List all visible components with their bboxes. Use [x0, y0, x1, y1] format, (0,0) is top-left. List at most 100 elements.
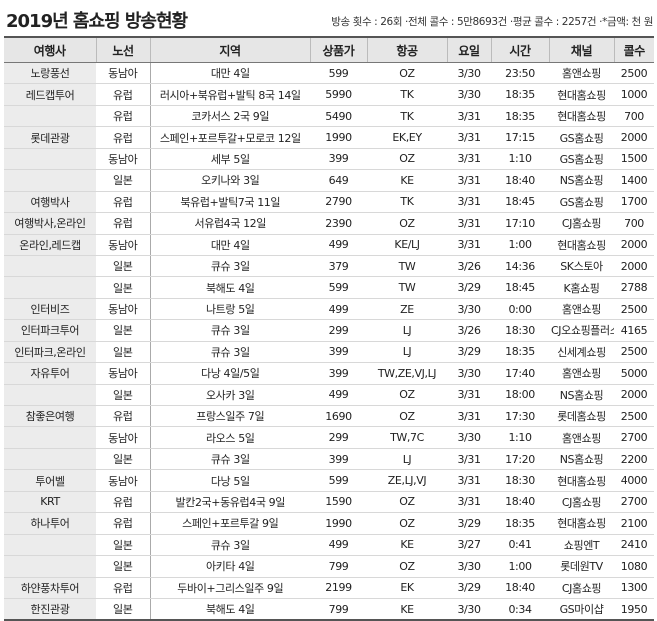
route-cell: 일본 [96, 597, 151, 621]
region-cell: 스페인+포르투갈+모로코 12일 [150, 126, 310, 149]
airline-cell: OZ [367, 555, 447, 578]
channel-cell: SK스토아 [549, 255, 614, 278]
col-header-route: 노선 [95, 36, 150, 63]
date-cell: 3/30 [447, 83, 491, 106]
calls-cell: 2100 [614, 512, 654, 535]
calls-cell: 700 [614, 212, 654, 235]
price-cell: 2199 [310, 576, 367, 599]
airline-cell: OZ [367, 384, 447, 407]
calls-cell: 5000 [614, 362, 654, 385]
table-row: KRT 유럽 발칸2국+동유럽4국 9일 1590 OZ 3/31 18:40 CJ홈쇼핑 27… [4, 490, 654, 514]
airline-cell: TK [367, 190, 447, 214]
price-cell: 799 [310, 555, 367, 578]
channel-cell: GS마이샵 [549, 597, 614, 621]
price-cell: 379 [310, 255, 367, 278]
table-row: 참좋은여행 유럽 프랑스일주 7일 1690 OZ 3/31 17:30 롯데홈쇼핑 2500 [4, 404, 654, 428]
time-cell: 18:40 [491, 490, 549, 514]
broadcast-table: 여행사 노선 지역 상품가 항공 요일 시간 채널 콜수 노랑풍선 동남아 대만 4… [4, 36, 654, 621]
time-cell: 1:00 [491, 233, 549, 256]
price-cell: 599 [310, 276, 367, 299]
table-row: 동남아 세부 5일 399 OZ 3/31 1:10 GS홈쇼핑 1500 [4, 148, 654, 171]
airline-cell: OZ [367, 148, 447, 171]
channel-cell: 롯데홈쇼핑 [549, 404, 614, 428]
calls-cell: 2410 [614, 534, 654, 557]
region-cell: 큐슈 3일 [150, 448, 310, 471]
channel-cell: GS홈쇼핑 [549, 148, 614, 171]
route-cell: 일본 [96, 319, 151, 342]
average-calls: 평균 콜수 : 2257건 [510, 16, 597, 28]
time-cell: 18:40 [491, 576, 549, 599]
airline-cell: KE [367, 169, 447, 192]
region-cell: 러시아+북유럽+발틱 8국 14일 [150, 83, 310, 106]
airline-cell: TW,7C [367, 426, 447, 449]
airline-cell: EK [367, 576, 447, 599]
table-row: 노랑풍선 동남아 대만 4일 599 OZ 3/30 23:50 홈앤쇼핑 2500 [4, 62, 654, 85]
date-cell: 3/31 [447, 404, 491, 428]
route-cell: 유럽 [96, 105, 151, 128]
agency-cell [4, 555, 96, 578]
agency-cell: 하나투어 [4, 512, 96, 535]
agency-cell: 한진관광 [4, 597, 96, 621]
time-cell: 17:30 [491, 404, 549, 428]
channel-cell: 신세계쇼핑 [549, 340, 614, 364]
table-row: 일본 오키나와 3일 649 KE 3/31 18:40 NS홈쇼핑 1400 [4, 169, 654, 192]
calls-cell: 1400 [614, 169, 654, 192]
date-cell: 3/30 [447, 555, 491, 578]
table-row: 일본 북해도 4일 599 TW 3/29 18:45 K홈쇼핑 2788 [4, 276, 654, 299]
route-cell: 유럽 [96, 212, 151, 235]
price-cell: 599 [310, 62, 367, 85]
calls-cell: 1000 [614, 83, 654, 106]
calls-cell: 4000 [614, 469, 654, 492]
region-cell: 큐슈 3일 [150, 340, 310, 364]
price-cell: 2790 [310, 190, 367, 214]
airline-cell: TW,ZE,VJ,LJ [367, 362, 447, 385]
route-cell: 동남아 [96, 362, 151, 385]
col-header-date: 요일 [446, 36, 491, 63]
date-cell: 3/31 [447, 190, 491, 214]
table-row: 일본 큐슈 3일 399 LJ 3/31 17:20 NS홈쇼핑 2200 [4, 448, 654, 471]
route-cell: 동남아 [96, 148, 151, 171]
table-row: 일본 오사카 3일 499 OZ 3/31 18:00 NS홈쇼핑 2000 [4, 384, 654, 407]
time-cell: 18:35 [491, 105, 549, 128]
price-cell: 499 [310, 297, 367, 321]
region-cell: 아키타 4일 [150, 555, 310, 578]
calls-cell: 2788 [614, 276, 654, 299]
table-row: 하얀풍차투어 유럽 두바이+그리스일주 9일 2199 EK 3/29 18:40 CJ홈쇼핑… [4, 576, 654, 599]
region-cell: 대만 4일 [150, 62, 310, 85]
channel-cell: GS홈쇼핑 [549, 190, 614, 214]
price-cell: 1690 [310, 404, 367, 428]
agency-cell [4, 255, 96, 278]
region-cell: 다낭 4일/5일 [150, 362, 310, 385]
airline-cell: TK [367, 105, 447, 128]
price-cell: 499 [310, 384, 367, 407]
table-row: 투어벨 동남아 다낭 5일 599 ZE,LJ,VJ 3/31 18:30 현대홈쇼핑 4000 [4, 469, 654, 492]
calls-cell: 2000 [614, 384, 654, 407]
route-cell: 유럽 [96, 126, 151, 149]
price-cell: 399 [310, 448, 367, 471]
agency-cell: 노랑풍선 [4, 62, 96, 85]
channel-cell: NS홈쇼핑 [549, 169, 614, 192]
price-cell: 1590 [310, 490, 367, 514]
agency-cell [4, 105, 96, 128]
price-cell: 299 [310, 426, 367, 449]
agency-cell: 여행박사 [4, 190, 96, 214]
agency-cell: 하얀풍차투어 [4, 576, 96, 599]
price-cell: 399 [310, 340, 367, 364]
price-cell: 499 [310, 534, 367, 557]
date-cell: 3/29 [447, 340, 491, 364]
date-cell: 3/29 [447, 576, 491, 599]
date-cell: 3/30 [447, 426, 491, 449]
agency-cell [4, 276, 96, 299]
airline-cell: OZ [367, 490, 447, 514]
channel-cell: GS홈쇼핑 [549, 126, 614, 149]
region-cell: 다낭 5일 [150, 469, 310, 492]
route-cell: 일본 [96, 534, 151, 557]
route-cell: 일본 [96, 448, 151, 471]
time-cell: 18:40 [491, 169, 549, 192]
time-cell: 18:45 [491, 276, 549, 299]
date-cell: 3/31 [447, 233, 491, 256]
price-cell: 2390 [310, 212, 367, 235]
airline-cell: OZ [367, 512, 447, 535]
table-row: 여행박사 유럽 북유럽+발틱7국 11일 2790 TK 3/31 18:45 GS홈쇼핑 17… [4, 190, 654, 214]
route-cell: 유럽 [96, 576, 151, 599]
